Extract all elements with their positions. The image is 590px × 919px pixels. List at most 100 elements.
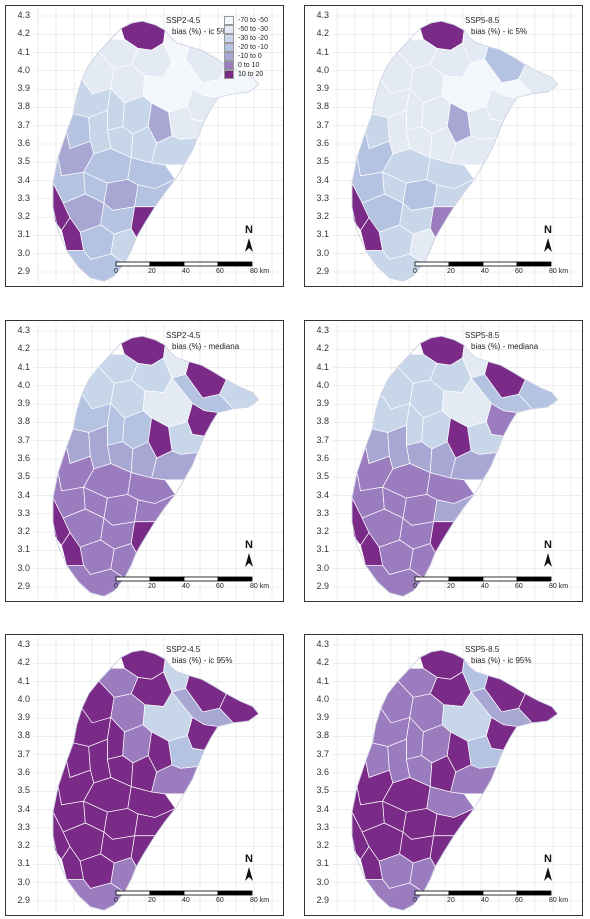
y-tick-label: 2.9 — [17, 581, 30, 591]
scale-bar-segment — [516, 890, 552, 896]
y-tick-label: 3.0 — [316, 562, 329, 573]
stat-subtitle: bias (%) - mediana — [172, 342, 240, 351]
scale-bar-segment — [448, 890, 484, 896]
north-label: N — [544, 853, 552, 865]
y-tick-label: 3.4 — [316, 803, 329, 814]
scale-bar-label: 40 — [481, 268, 489, 275]
legend-entry: -50 to -30 — [224, 25, 268, 34]
stat-subtitle: bias (%) - ic 5% — [172, 27, 229, 36]
legend-swatch — [224, 34, 234, 43]
y-tick-label: 3.7 — [17, 434, 30, 445]
y-tick-label: 3.3 — [17, 507, 30, 518]
map-legend: -70 to -50 -50 to -30 -30 to -20 -20 to -10… — [224, 16, 268, 79]
y-tick-label: 4.3 — [316, 325, 329, 335]
y-tick-label: 3.9 — [316, 398, 329, 409]
y-tick-label: 3.5 — [17, 785, 30, 796]
y-tick-label: 3.7 — [316, 434, 329, 445]
scale-bar-label: 40 — [182, 583, 190, 590]
scale-bar-segment — [183, 890, 219, 896]
map-svg — [333, 637, 582, 913]
scale-bar-label: 80 km — [250, 583, 270, 590]
y-tick-label: 3.3 — [17, 821, 30, 832]
y-tick-label: 4.2 — [316, 28, 329, 39]
legend-label: -50 to -30 — [238, 26, 268, 33]
north-arrow-icon — [245, 867, 253, 881]
y-tick-label: 4.1 — [316, 675, 329, 686]
legend-swatch — [224, 52, 234, 61]
y-tick-label: 3.2 — [17, 840, 30, 851]
y-tick-label: 4.2 — [17, 343, 30, 354]
y-tick-label: 3.9 — [316, 83, 329, 94]
legend-swatch — [224, 16, 234, 25]
scale-bar-label: 80 km — [250, 897, 270, 904]
map-panel: 0 20 40 60 80 km N 4.3 4.2 4.1 4.0 3.9 3.8 3.7 3.6 3.5… — [304, 5, 583, 287]
y-tick-label: 4.0 — [316, 379, 329, 390]
scale-bar-label: 0 — [114, 583, 118, 590]
scale-bar-segment — [149, 261, 185, 267]
north-label: N — [245, 539, 253, 551]
y-tick-label: 3.1 — [316, 229, 329, 240]
y-tick-label: 3.4 — [17, 174, 30, 185]
legend-swatch — [224, 25, 234, 34]
y-tick-label: 4.2 — [316, 657, 329, 668]
legend-label: -30 to -20 — [238, 35, 268, 42]
north-label: N — [245, 853, 253, 865]
basin-outline — [351, 335, 559, 597]
scale-bar-label: 20 — [148, 268, 156, 275]
y-tick-label: 4.0 — [316, 64, 329, 75]
scenario-title: SSP2-4.5 — [166, 645, 201, 654]
north-arrow-icon — [544, 553, 552, 567]
scale-bar-segment — [115, 890, 151, 896]
scale-bar-label: 20 — [148, 583, 156, 590]
y-tick-label: 2.9 — [316, 895, 329, 905]
basin-outline — [52, 335, 260, 597]
y-tick-label: 3.2 — [316, 526, 329, 537]
scale-bar-label: 60 — [216, 897, 224, 904]
y-tick-label: 2.9 — [17, 266, 30, 276]
scale-bar-label: 0 — [413, 583, 417, 590]
basin-region — [103, 808, 139, 840]
y-tick-label: 3.7 — [316, 119, 329, 130]
map-panel: 0 20 40 60 80 km N 4.3 4.2 4.1 4.0 3.9 3.8 3.7 3.6 3.5… — [304, 634, 583, 916]
y-tick-label: 3.9 — [17, 712, 30, 723]
y-tick-label: 3.0 — [17, 562, 30, 573]
scale-bar-segment — [115, 261, 151, 267]
scenario-title: SSP5-8.5 — [465, 331, 500, 340]
basin-region — [402, 494, 438, 526]
legend-label: -10 to 0 — [238, 53, 262, 60]
scale-bar-label: 80 km — [549, 268, 569, 275]
map-panel: 0 20 40 60 80 km N 4.3 4.2 4.1 4.0 3.9 3.8 3.7 3.6 3.5… — [5, 634, 284, 916]
y-tick-label: 3.5 — [316, 471, 329, 482]
y-tick-label: 3.6 — [17, 138, 30, 148]
y-tick-label: 3.7 — [316, 748, 329, 759]
scale-bar-segment — [482, 576, 518, 582]
scale-bar-label: 0 — [114, 897, 118, 904]
north-label: N — [544, 539, 552, 551]
y-tick-label: 4.2 — [17, 657, 30, 668]
y-tick-label: 4.0 — [316, 693, 329, 704]
scale-bar-segment — [448, 576, 484, 582]
scale-bar-segment — [516, 576, 552, 582]
y-tick-label: 3.1 — [17, 229, 30, 240]
basin-region — [130, 521, 156, 554]
y-tick-label: 3.7 — [17, 119, 30, 130]
legend-entry: -30 to -20 — [224, 34, 268, 43]
scale-bar-segment — [414, 261, 450, 267]
y-tick-label: 3.9 — [17, 398, 30, 409]
legend-entry: -10 to 0 — [224, 52, 268, 61]
y-tick-label: 4.2 — [316, 343, 329, 354]
stat-subtitle: bias (%) - ic 95% — [172, 656, 233, 665]
legend-swatch — [224, 43, 234, 52]
y-tick-label: 3.8 — [17, 730, 30, 741]
y-tick-label: 3.2 — [316, 211, 329, 222]
scale-bar-segment — [149, 576, 185, 582]
y-tick-label: 3.9 — [17, 83, 30, 94]
y-tick-label: 4.3 — [17, 325, 30, 335]
y-tick-label: 3.8 — [17, 416, 30, 427]
scale-bar-label: 40 — [481, 583, 489, 590]
y-tick-label: 3.4 — [17, 803, 30, 814]
y-tick-label: 3.1 — [316, 858, 329, 869]
basin-region — [429, 521, 455, 554]
scale-bar-label: 60 — [515, 897, 523, 904]
y-tick-label: 3.6 — [17, 767, 30, 777]
